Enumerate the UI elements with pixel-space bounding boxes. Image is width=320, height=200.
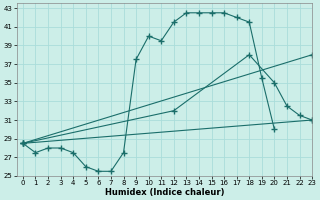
X-axis label: Humidex (Indice chaleur): Humidex (Indice chaleur) [105, 188, 224, 197]
